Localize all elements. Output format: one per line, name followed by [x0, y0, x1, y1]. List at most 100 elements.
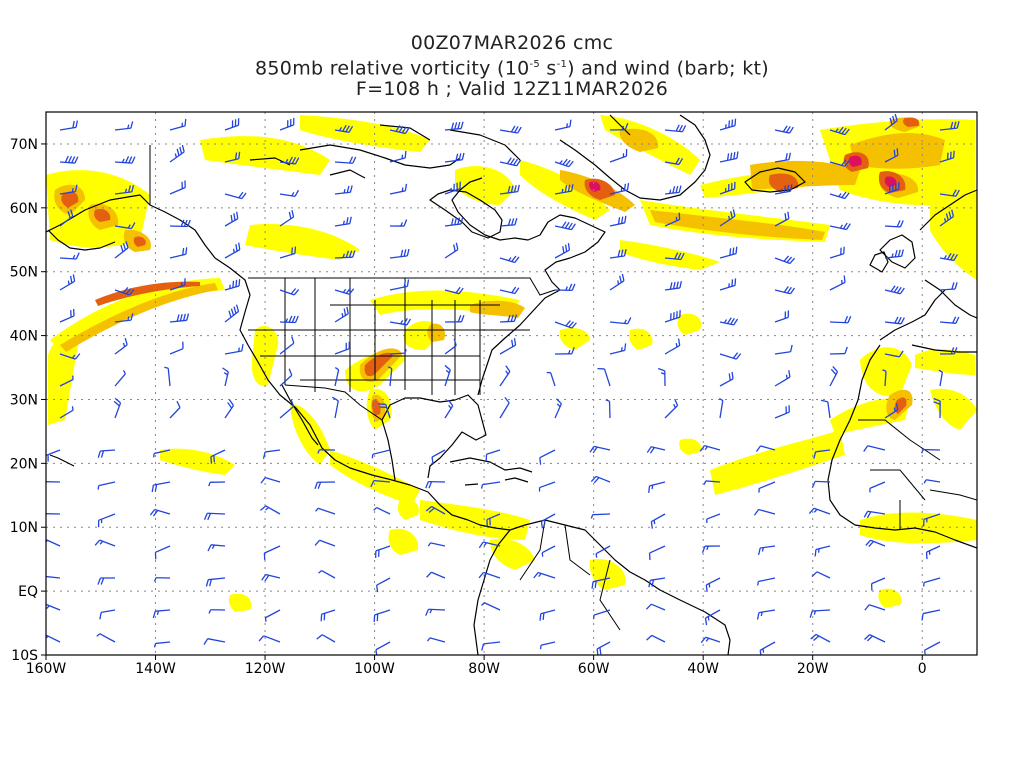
wind-barb: [923, 577, 941, 587]
wind-barb: [169, 180, 186, 195]
wind-barb: [279, 189, 300, 197]
wind-barb: [939, 316, 960, 324]
wind-barb: [97, 449, 116, 458]
wind-barb: [554, 243, 571, 259]
wind-barb: [658, 367, 666, 387]
wind-barb: [829, 126, 850, 136]
wind-barb: [923, 479, 941, 484]
coast-uk: [869, 251, 889, 273]
wind-barb: [609, 317, 632, 325]
wind-barb: [59, 406, 74, 419]
wind-barb: [939, 121, 960, 131]
wind-barb: [425, 480, 446, 489]
wind-barb: [260, 476, 281, 484]
wind-barb: [589, 445, 611, 454]
wind-barb: [609, 273, 625, 291]
wind-barb: [431, 449, 446, 465]
wind-barb: [925, 545, 941, 560]
title-line-valid: F=108 h ; Valid 12Z11MAR2026: [355, 78, 669, 101]
wind-barb: [829, 191, 850, 200]
lat-tick-label: 10S: [11, 648, 38, 664]
wind-barb: [169, 341, 184, 355]
wind-barb: [59, 353, 81, 360]
wind-barb: [486, 513, 501, 527]
wind-barb: [59, 209, 74, 227]
wind-barb: [703, 480, 721, 485]
wind-barb: [757, 545, 776, 555]
wind-barb: [46, 538, 61, 547]
wind-barb: [719, 151, 739, 163]
wind-barb: [224, 343, 244, 355]
wind-barb: [389, 125, 410, 135]
wind-barb: [113, 397, 122, 419]
wind-barb: [279, 210, 295, 227]
wind-barb: [646, 634, 666, 643]
wind-barb: [554, 320, 577, 329]
wind-barb: [480, 481, 501, 489]
wind-barb: [152, 449, 171, 458]
wind-barb: [169, 278, 186, 291]
lat-tick-label: EQ: [18, 584, 38, 600]
wind-barb: [774, 310, 790, 323]
wind-barb: [701, 545, 721, 553]
wind-barb: [169, 313, 190, 323]
wind-barb: [224, 399, 235, 419]
wind-barb: [444, 286, 464, 295]
wind-barb: [554, 221, 576, 231]
wind-barb: [540, 513, 556, 529]
wind-barb: [923, 513, 941, 527]
wind-barb: [376, 577, 391, 593]
wind-barb: [389, 219, 408, 227]
wind-barb: [169, 400, 181, 419]
wind-barb: [597, 367, 611, 387]
wind-barb: [829, 366, 839, 387]
lon-tick-label: 120W: [245, 661, 286, 677]
wind-barb: [719, 371, 734, 387]
wind-barb: [444, 399, 454, 419]
wind-barb: [758, 481, 776, 493]
wind-barb: [921, 609, 941, 621]
coast-north-america-east: [451, 177, 606, 396]
wind-barb: [664, 398, 679, 419]
wind-barb: [939, 209, 955, 227]
wind-barb: [554, 398, 562, 419]
lon-tick-label: 40W: [687, 661, 719, 677]
wind-barb: [554, 283, 576, 292]
lat-tick-label: 30N: [10, 392, 38, 408]
wind-barb: [664, 338, 681, 355]
wind-barb: [645, 603, 666, 611]
wind-barb: [811, 480, 831, 489]
wind-barb: [169, 118, 187, 131]
us-canada-border: [149, 145, 556, 296]
wind-barb: [609, 249, 627, 259]
title-exp-2: -1: [556, 59, 568, 70]
lat-tick-label: 50N: [10, 265, 38, 281]
lon-tick-label: 100W: [354, 661, 395, 677]
wind-barb: [320, 609, 336, 622]
wind-barb: [373, 609, 391, 623]
wind-barb: [334, 306, 349, 323]
wind-barb: [809, 609, 831, 618]
lat-tick-label: 60N: [10, 201, 38, 217]
wind-barb: [114, 369, 126, 387]
title-exp-1: -5: [529, 59, 541, 70]
wind-barb: [387, 366, 393, 387]
wind-barb: [774, 152, 791, 163]
wind-barb: [774, 184, 793, 195]
wind-barb: [114, 184, 135, 195]
lon-tick-label: 140W: [135, 661, 176, 677]
wind-barb: [706, 513, 721, 524]
africa-borders: [858, 419, 977, 530]
lon-tick-label: 20W: [797, 661, 829, 677]
wind-barb: [59, 375, 74, 387]
wind-barb: [46, 481, 61, 483]
latitude-axis: 70N 60N 50N 40N 30N 20N 10N EQ 10S: [10, 137, 46, 664]
wind-barb: [46, 575, 61, 579]
wind-barb: [114, 313, 134, 323]
political-boundaries: [149, 145, 977, 631]
wind-barb: [499, 184, 520, 195]
wind-barb: [664, 280, 683, 291]
grid-lines: [46, 112, 977, 655]
wind-barb: [149, 508, 171, 517]
wind-barb: [774, 344, 793, 355]
